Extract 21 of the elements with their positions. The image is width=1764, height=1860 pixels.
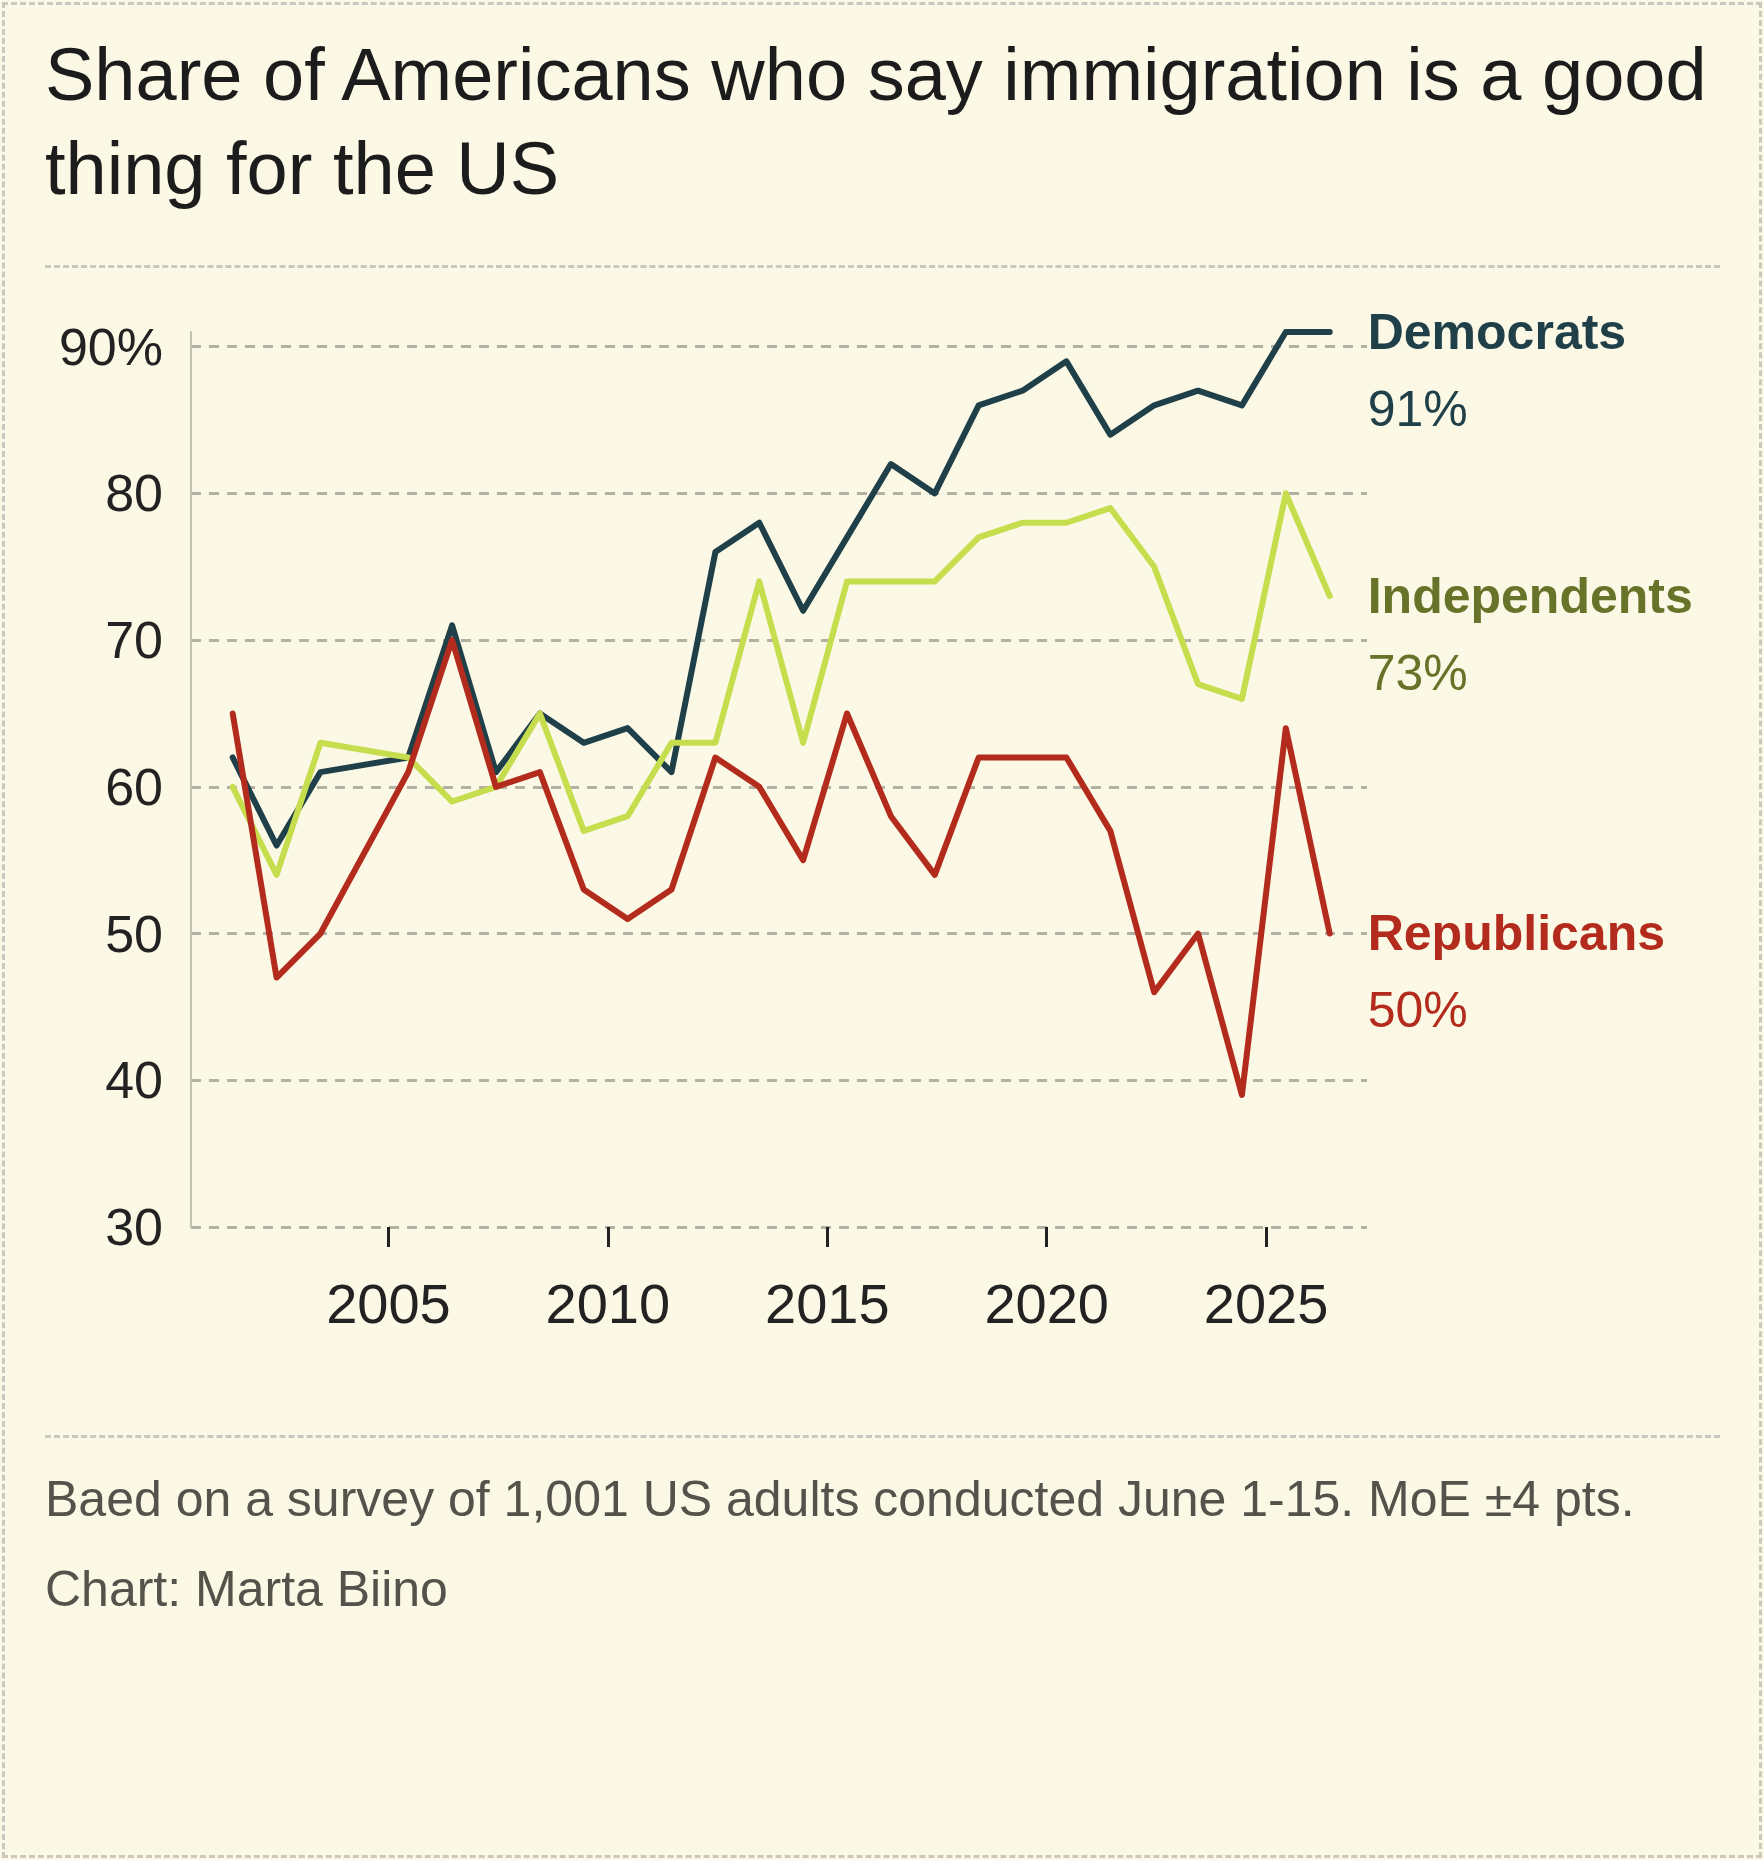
series-label: Democrats (1367, 303, 1627, 360)
y-tick-label: 60 (105, 757, 163, 816)
y-tick-label: 70 (105, 611, 163, 670)
series-label: Republicans (1367, 905, 1665, 962)
y-tick-label: 90% (58, 317, 163, 376)
x-tick-label: 2020 (984, 1271, 1109, 1335)
x-tick-label: 2005 (326, 1271, 451, 1335)
x-tick-label: 2010 (545, 1271, 671, 1335)
y-tick-label: 50 (105, 904, 163, 963)
text: Baed on a survey of 1,001 US adults conducted June 1-15. MoE ±4 pts. (45, 1470, 1636, 1529)
y-tick-label: 80 (105, 464, 163, 523)
y-tick-label: 30 (105, 1198, 163, 1256)
series-label: Independents (1367, 567, 1693, 624)
text: Chart: Marta Biino (45, 1560, 449, 1619)
x-tick-label: 2025 (1203, 1271, 1329, 1335)
data-label: 91% (1367, 380, 1468, 437)
data-label: 50% (1367, 982, 1468, 1039)
data-label: 73% (1367, 644, 1468, 701)
y-tick-label: 40 (105, 1051, 163, 1110)
chart-title: Share of Americans who say immigration is a good thing for the US (45, 32, 1708, 212)
x-tick-label: 2015 (764, 1271, 890, 1335)
